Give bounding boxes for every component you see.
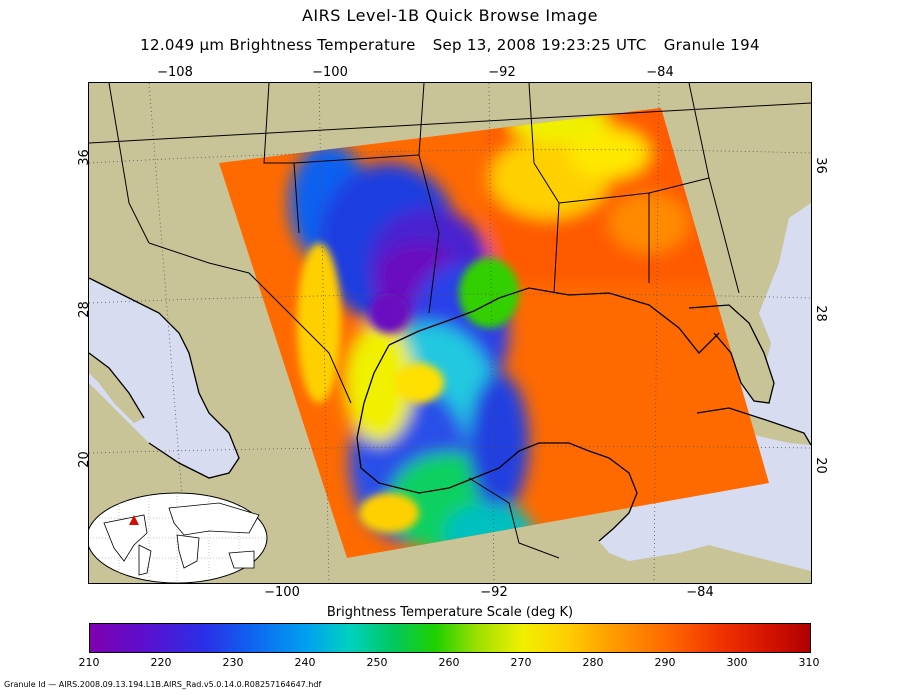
page-title: AIRS Level-1B Quick Browse Image (301, 6, 599, 25)
colorbar-tick-label: 250 (366, 656, 388, 669)
coastlines (89, 277, 811, 542)
colorbar-tick-label: 220 (150, 656, 172, 669)
colorbar-tick-label: 300 (726, 656, 748, 669)
colorbar-tick-label: 270 (510, 656, 532, 669)
page-subtitle: 12.049 μm Brightness Temperature Sep 13,… (0, 36, 900, 54)
graticule (89, 83, 811, 583)
colorbar-tick-label: 310 (798, 656, 820, 669)
map-frame[interactable] (88, 82, 812, 584)
bottom-lon-tick: −84 (686, 585, 714, 600)
colorbar-tick-label: 210 (78, 656, 100, 669)
political-borders (89, 83, 811, 559)
right-lat-tick: 20 (812, 457, 828, 474)
globe-inset-icon (89, 492, 268, 583)
location-marker-icon (129, 515, 139, 525)
subtitle-time: Sep 13, 2008 19:23:25 UTC (432, 36, 647, 54)
map-canvas (89, 83, 811, 583)
right-lat-tick: 28 (812, 305, 828, 322)
top-lon-tick: −84 (646, 65, 674, 80)
colorbar (89, 623, 811, 653)
colorbar-title: Brightness Temperature Scale (deg K) (326, 605, 574, 620)
bottom-lon-tick: −100 (264, 585, 300, 600)
land-baja (89, 353, 144, 423)
colorbar-tick-label: 230 (222, 656, 244, 669)
top-lon-tick: −92 (488, 65, 516, 80)
colorbar-tick-label: 260 (438, 656, 460, 669)
subtitle-granule: Granule 194 (663, 36, 760, 54)
colorbar-tick-label: 280 (582, 656, 604, 669)
colorbar-tick-label: 240 (294, 656, 316, 669)
top-lon-tick: −100 (312, 65, 348, 80)
right-lat-tick: 36 (812, 157, 828, 174)
granule-id: Granule Id — AIRS.2008.09.13.194.L1B.AIR… (4, 680, 322, 689)
top-lon-tick: −108 (157, 65, 193, 80)
bottom-lon-tick: −92 (480, 585, 508, 600)
colorbar-tick-label: 290 (654, 656, 676, 669)
subtitle-product: 12.049 μm Brightness Temperature (140, 36, 416, 54)
